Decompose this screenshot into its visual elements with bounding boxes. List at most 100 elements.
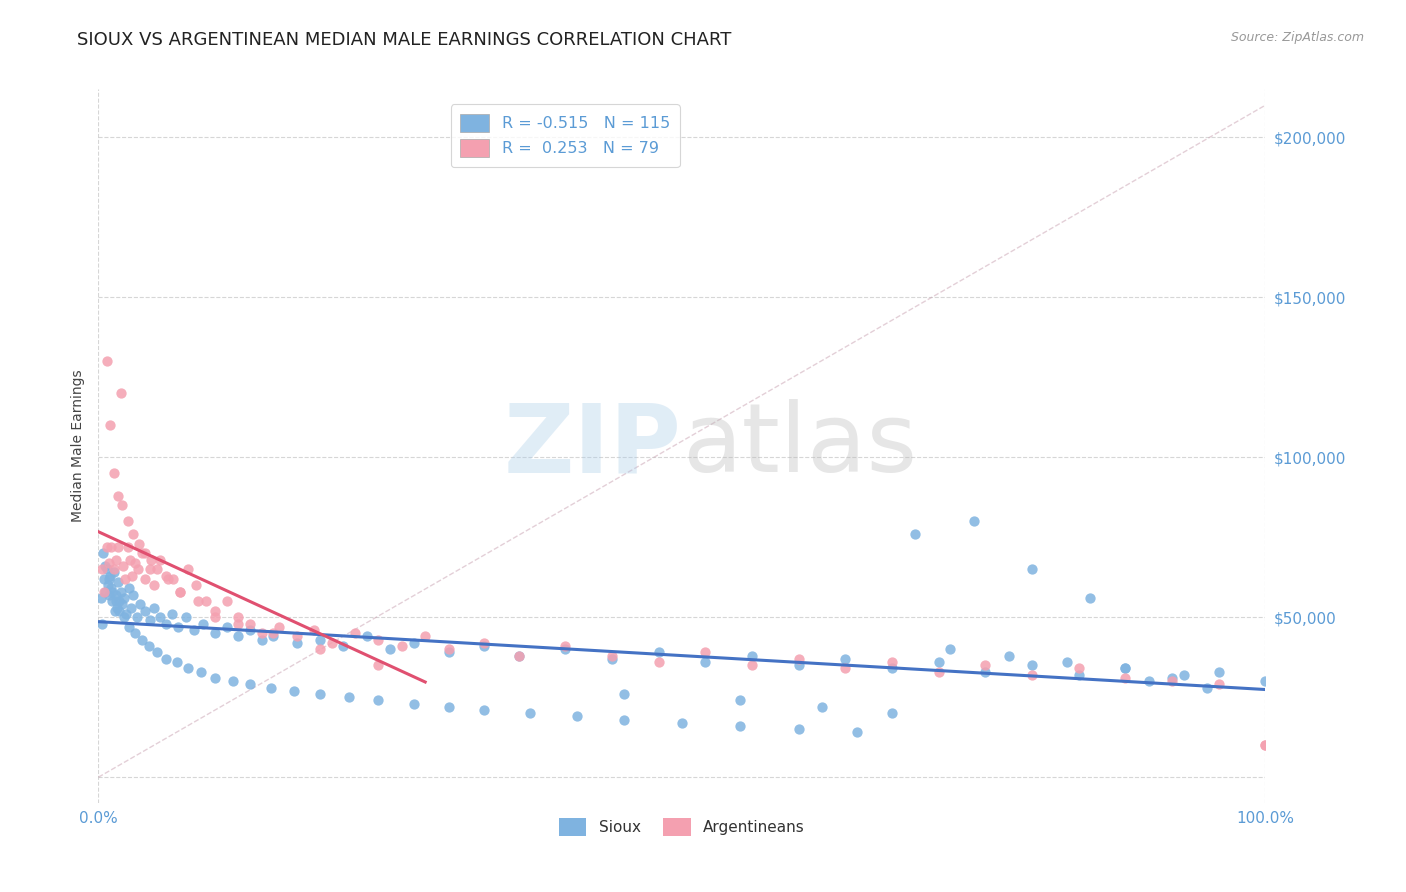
Point [94, 559, 117, 574]
Point [962, 514, 984, 528]
Point [117, 514, 139, 528]
Point [1137, 674, 1160, 689]
Point [1173, 668, 1195, 682]
Point [134, 604, 156, 618]
Point [169, 584, 191, 599]
Point [260, 681, 283, 695]
Point [101, 584, 124, 599]
Point [187, 594, 209, 608]
Text: ZIP: ZIP [503, 400, 682, 492]
Point [90, 562, 112, 576]
Point [741, 648, 763, 663]
Point [554, 642, 576, 657]
Point [104, 604, 127, 618]
Point [262, 626, 284, 640]
Point [437, 645, 460, 659]
Point [100, 540, 122, 554]
Point [787, 722, 810, 736]
Point [1021, 562, 1043, 576]
Point [285, 629, 308, 643]
Point [304, 623, 326, 637]
Point [149, 552, 172, 566]
Point [103, 562, 125, 576]
Point [283, 683, 305, 698]
Point [613, 687, 636, 701]
Point [239, 677, 262, 691]
Point [1161, 674, 1184, 689]
Point [105, 600, 128, 615]
Point [228, 610, 250, 624]
Point [162, 572, 184, 586]
Point [367, 632, 389, 647]
Point [519, 706, 541, 721]
Point [115, 607, 138, 621]
Point [177, 661, 200, 675]
Point [1080, 591, 1102, 605]
Point [204, 604, 226, 618]
Point [508, 648, 530, 663]
Point [402, 697, 425, 711]
Point [974, 665, 997, 679]
Point [91, 546, 114, 560]
Point [194, 594, 217, 608]
Point [107, 540, 129, 554]
Point [508, 648, 530, 663]
Point [97, 572, 120, 586]
Point [309, 687, 332, 701]
Point [309, 632, 332, 647]
Point [846, 725, 869, 739]
Point [239, 616, 262, 631]
Point [121, 568, 143, 582]
Point [221, 674, 243, 689]
Point [107, 489, 129, 503]
Point [118, 620, 141, 634]
Point [125, 610, 148, 624]
Point [1254, 738, 1277, 752]
Point [928, 655, 950, 669]
Point [269, 620, 291, 634]
Point [1021, 658, 1043, 673]
Point [250, 632, 273, 647]
Point [103, 566, 125, 580]
Point [177, 562, 200, 576]
Point [93, 584, 115, 599]
Point [139, 562, 162, 576]
Point [134, 572, 156, 586]
Point [122, 527, 145, 541]
Point [1067, 668, 1090, 682]
Point [367, 658, 389, 673]
Point [600, 648, 623, 663]
Point [118, 582, 141, 596]
Point [880, 655, 903, 669]
Point [228, 616, 250, 631]
Point [122, 588, 145, 602]
Point [880, 706, 903, 721]
Point [787, 652, 810, 666]
Point [647, 655, 669, 669]
Point [111, 598, 134, 612]
Point [186, 578, 208, 592]
Point [146, 562, 169, 576]
Point [834, 652, 856, 666]
Point [193, 616, 215, 631]
Point [93, 572, 115, 586]
Point [166, 655, 188, 669]
Point [96, 540, 118, 554]
Point [139, 552, 162, 566]
Point [472, 636, 495, 650]
Point [157, 572, 180, 586]
Point [96, 562, 118, 576]
Point [104, 588, 127, 602]
Point [239, 623, 262, 637]
Point [111, 498, 134, 512]
Point [215, 594, 238, 608]
Text: Source: ZipAtlas.com: Source: ZipAtlas.com [1230, 31, 1364, 45]
Point [127, 562, 149, 576]
Text: atlas: atlas [682, 400, 917, 492]
Point [160, 607, 183, 621]
Point [124, 626, 146, 640]
Point [695, 655, 717, 669]
Point [166, 620, 188, 634]
Point [155, 616, 177, 631]
Point [112, 610, 135, 624]
